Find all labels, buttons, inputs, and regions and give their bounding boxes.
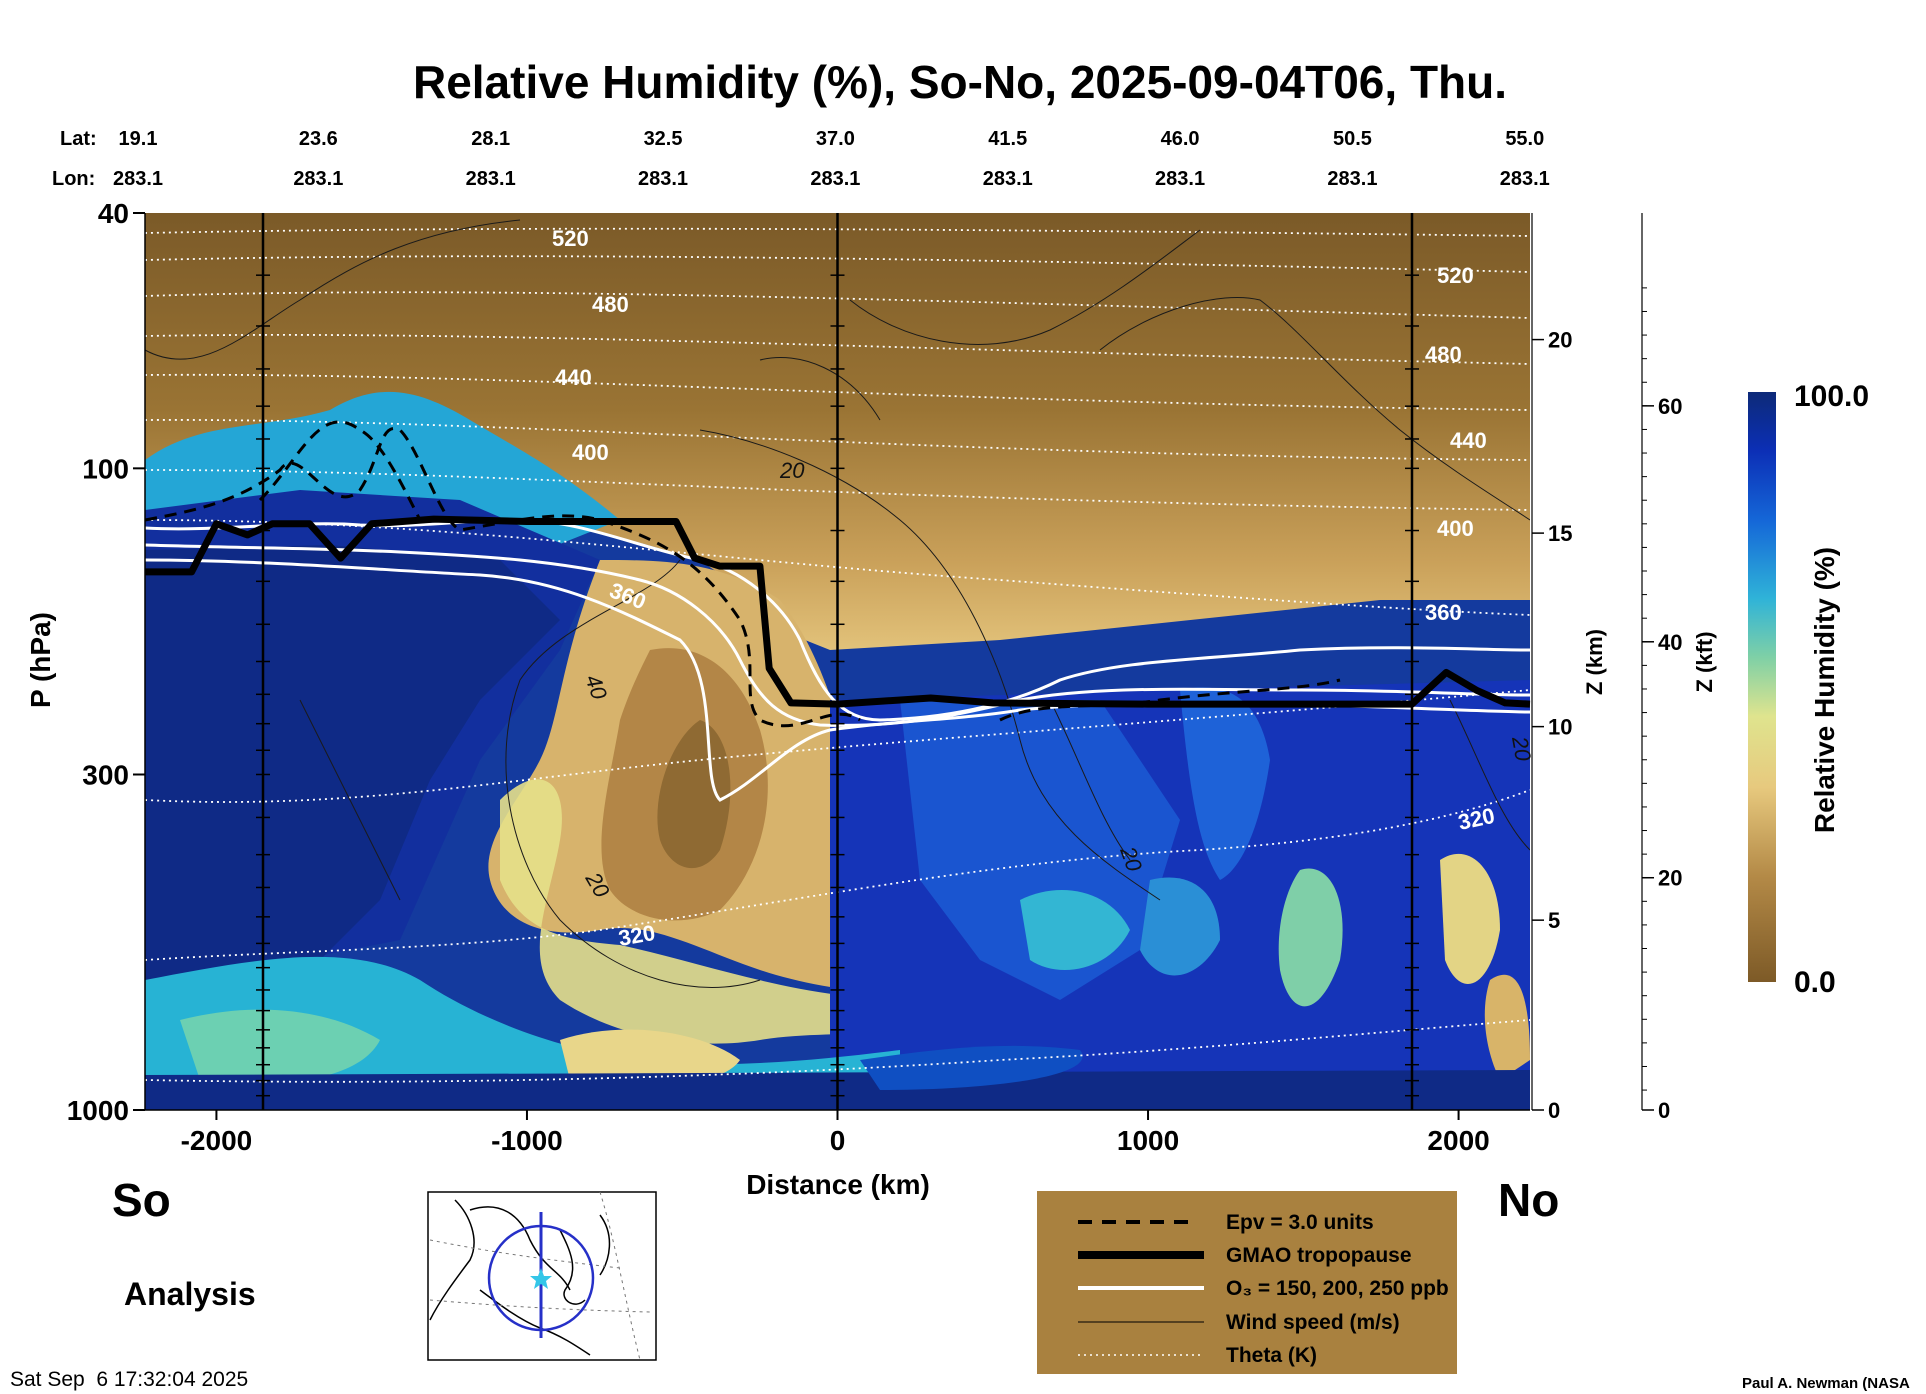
z-kft-tick-label: 20 [1658,866,1682,891]
lon-tick-label: 283.1 [638,168,688,190]
south-end-label: So [112,1174,171,1226]
legend: Epv = 3.0 units GMAO tropopause O₃ = 150… [1037,1191,1457,1374]
wind-label: 20 [779,458,805,483]
legend-item-theta: Theta (K) [1226,1344,1317,1367]
y-tick-label: 300 [82,759,129,790]
theta-label: 400 [572,440,609,465]
credit: Paul A. Newman (NASA [1742,1375,1910,1392]
lat-tick-label: 23.6 [299,128,338,150]
epv-lines [145,420,1341,728]
y-tick-label: 100 [82,453,129,484]
lat-tick-label: 19.1 [119,128,158,150]
theta-label: 400 [1437,516,1474,541]
x-tick-label: 2000 [1427,1125,1489,1156]
legend-item-wind-speed: Wind speed (m/s) [1226,1311,1400,1334]
z-km-tick-label: 0 [1548,1098,1560,1123]
theta-label: 520 [552,226,589,251]
theta-label: 520 [1437,263,1474,288]
tropopause-line [145,515,1531,708]
x-tick-label: -1000 [491,1125,563,1156]
lat-tick-label: 41.5 [988,128,1027,150]
z-km-tick-label: 5 [1548,908,1560,933]
theta-label: 440 [555,365,592,390]
lat-tick-label: 46.0 [1161,128,1200,150]
lon-row-label: Lon: [52,168,95,190]
lon-tick-label: 283.1 [983,168,1033,190]
y-tick-label: 1000 [67,1095,129,1126]
legend-item-epv: Epv = 3.0 units [1226,1211,1374,1234]
lon-tick-label: 283.1 [1327,168,1377,190]
axes: -2000 -1000 0 1000 2000 40 100 300 1000 0 5 10 15 20 0… [67,198,1683,1156]
theta-lines [145,227,1530,1083]
theta-label: 440 [1450,428,1487,453]
theta-label: 480 [592,292,629,317]
x-tick-label: 1000 [1117,1125,1179,1156]
y-tick-label: 40 [98,198,129,229]
theta-label: 480 [1425,342,1462,367]
lat-tick-label: 32.5 [644,128,683,150]
lon-tick-label: 283.1 [293,168,343,190]
x-axis-label: Distance (km) [746,1169,930,1200]
x-tick-label: -2000 [181,1125,253,1156]
tropopause-layer [145,515,1531,708]
z-kft-tick-label: 0 [1658,1098,1670,1123]
vertical-lines [256,213,1419,1110]
z-kft-tick-label: 40 [1658,630,1682,655]
z-km-tick-label: 15 [1548,521,1572,546]
theta-label: 360 [1425,600,1462,625]
z-km-tick-label: 10 [1548,715,1572,740]
lon-tick-label: 283.1 [466,168,516,190]
colorbar-min-label: 0.0 [1794,966,1836,999]
colorbar [1748,392,1776,982]
inset-map [427,1191,657,1361]
lat-lon-ticks: 19.1 23.6 28.1 32.5 37.0 41.5 46.0 50.5 55.0 283.… [113,128,1550,190]
lon-tick-label: 283.1 [113,168,163,190]
colorbar-title: Relative Humidity (%) [1809,547,1840,833]
x-tick-label: 0 [830,1125,846,1156]
colorbar-max-label: 100.0 [1794,380,1869,413]
chart-title: Relative Humidity (%), So-No, 2025-09-04… [413,56,1507,108]
y-axis-label: P (hPa) [25,612,56,708]
lat-tick-label: 50.5 [1333,128,1372,150]
wind-speed-contours [145,219,1530,988]
lat-row-label: Lat: [60,128,97,150]
wind-label: 20 [1507,734,1536,764]
lat-tick-label: 55.0 [1505,128,1544,150]
lon-tick-label: 283.1 [810,168,860,190]
z-km-axis-label: Z (km) [1582,629,1607,695]
legend-item-tropopause: GMAO tropopause [1226,1244,1412,1267]
z-km-tick-label: 20 [1548,328,1572,353]
location-star-icon [530,1268,552,1289]
lon-tick-label: 283.1 [1500,168,1550,190]
lon-tick-label: 283.1 [1155,168,1205,190]
lat-tick-label: 28.1 [471,128,510,150]
z-kft-tick-label: 60 [1658,394,1682,419]
legend-item-ozone: O₃ = 150, 200, 250 ppb [1226,1277,1449,1300]
analysis-label: Analysis [124,1276,256,1312]
z-kft-axis-label: Z (kft) [1692,631,1717,692]
north-end-label: No [1498,1174,1559,1226]
lat-tick-label: 37.0 [816,128,855,150]
timestamp: Sat Sep 6 17:32:04 2025 [10,1368,248,1391]
